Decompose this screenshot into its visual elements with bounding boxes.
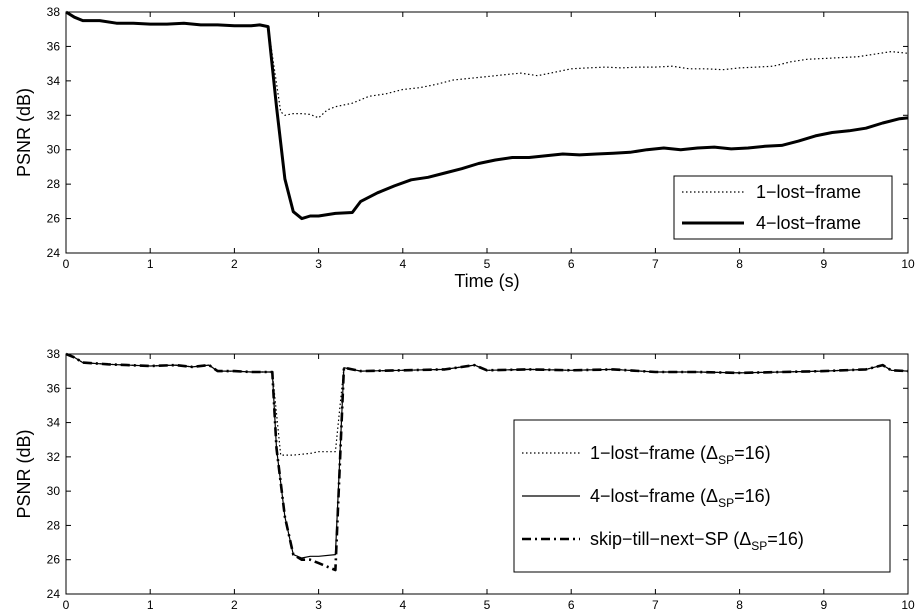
legend-label-subscript: SP	[718, 496, 734, 510]
x-tick-label: 6	[568, 257, 575, 271]
legend-label-main: 1−lost−frame	[756, 182, 861, 202]
x-tick-label: 8	[736, 598, 743, 612]
x-tick-label: 7	[652, 598, 659, 612]
legend-label-main: 4−lost−frame (Δ	[590, 486, 718, 506]
legend: 1−lost−frame (ΔSP=16)4−lost−frame (ΔSP=1…	[513, 419, 891, 573]
x-tick-label: 6	[568, 598, 575, 612]
x-tick-label: 5	[484, 257, 491, 271]
y-tick-label: 34	[47, 416, 61, 430]
x-tick-label: 2	[231, 598, 238, 612]
x-tick-label: 8	[736, 257, 743, 271]
series-line-1	[65, 11, 909, 119]
y-tick-label: 32	[47, 450, 61, 464]
legend: 1−lost−frame 4−lost−frame	[673, 175, 893, 240]
y-tick-label: 26	[47, 553, 61, 567]
legend-label-tail: =16)	[767, 529, 804, 549]
legend-label-subscript: SP	[751, 539, 767, 553]
y-tick-label: 28	[47, 177, 61, 191]
y-tick-label: 36	[47, 39, 61, 53]
x-tick-label: 10	[901, 257, 915, 271]
y-tick-label: 28	[47, 518, 61, 532]
x-tick-label: 3	[315, 257, 322, 271]
x-tick-label: 1	[147, 598, 154, 612]
y-axis-label: PSNR (dB)	[14, 88, 34, 177]
legend-label-tail: =16)	[734, 443, 771, 463]
legend-label-main: 4−lost−frame	[756, 213, 861, 233]
y-tick-label: 30	[47, 484, 61, 498]
x-tick-label: 0	[63, 257, 70, 271]
x-tick-label: 9	[820, 257, 827, 271]
y-tick-label: 36	[47, 381, 61, 395]
y-tick-label: 34	[47, 74, 61, 88]
legend-label: skip−till−next−SP (ΔSP=16)	[590, 529, 804, 553]
x-tick-label: 1	[147, 257, 154, 271]
y-tick-label: 32	[47, 108, 61, 122]
y-axis-label: PSNR (dB)	[14, 429, 34, 518]
x-tick-label: 5	[484, 598, 491, 612]
legend-label-main: skip−till−next−SP (Δ	[590, 529, 751, 549]
x-tick-label: 9	[820, 598, 827, 612]
x-tick-label: 10	[901, 598, 915, 612]
legend-box	[673, 175, 893, 240]
x-tick-label: 0	[63, 598, 70, 612]
y-tick-label: 30	[47, 143, 61, 157]
legend-label-main: 1−lost−frame (Δ	[590, 443, 718, 463]
legend-label: 4−lost−frame (ΔSP=16)	[590, 486, 771, 510]
series-line-3	[65, 352, 909, 572]
y-tick-label: 38	[47, 347, 61, 361]
legend-label: 1−lost−frame (ΔSP=16)	[590, 443, 771, 467]
legend-label-subscript: SP	[718, 453, 734, 467]
legend-label-tail: =16)	[734, 486, 771, 506]
x-tick-label: 3	[315, 598, 322, 612]
legend-label: 4−lost−frame	[756, 213, 861, 233]
series-line-2	[65, 10, 909, 221]
y-tick-label: 38	[47, 5, 61, 19]
y-tick-label: 24	[47, 246, 61, 260]
x-tick-label: 4	[399, 257, 406, 271]
x-tick-label: 7	[652, 257, 659, 271]
y-tick-label: 24	[47, 587, 61, 601]
x-tick-label: 2	[231, 257, 238, 271]
legend-label: 1−lost−frame	[756, 182, 861, 202]
x-axis-label: Time (s)	[454, 271, 519, 291]
x-tick-label: 4	[399, 598, 406, 612]
y-tick-label: 26	[47, 212, 61, 226]
